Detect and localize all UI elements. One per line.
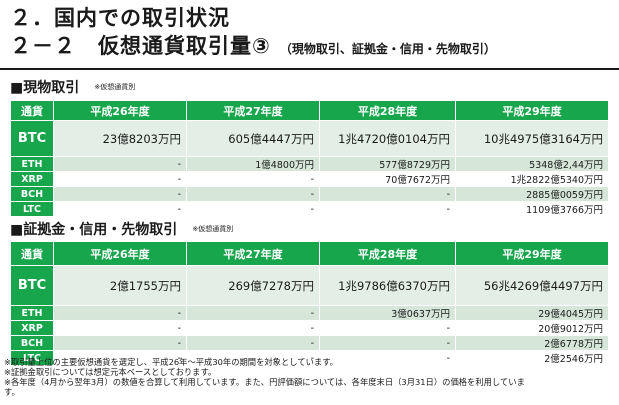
- table-cell: -: [319, 335, 456, 351]
- table-cell: -: [186, 335, 320, 351]
- table-cell: -: [53, 171, 187, 187]
- column-header: 平成28年度: [319, 241, 456, 266]
- column-header: 通貨: [10, 241, 54, 266]
- coin-label: BTC: [10, 120, 54, 157]
- table-cell: -: [53, 320, 187, 336]
- column-header: 平成26年度: [53, 100, 187, 121]
- coin-label: LTC: [10, 350, 54, 366]
- table-cell: -: [319, 201, 456, 217]
- table-cell: -: [186, 201, 320, 217]
- coin-label: BCH: [10, 186, 54, 202]
- coin-label: BTC: [10, 265, 54, 306]
- table-cell: 20億9012万円: [455, 320, 609, 336]
- coin-label: BCH: [10, 335, 54, 351]
- table-row: ETH - 1億4800万円 577億8729万円 5348億2,44万円: [10, 156, 609, 172]
- table-row: BTC 2億1755万円 269億7278万円 1兆9786億6370万円 56…: [10, 265, 609, 306]
- table-cell: -: [53, 350, 187, 366]
- spot-heading-text: ■現物取引: [10, 80, 80, 96]
- coin-label: XRP: [10, 171, 54, 187]
- table-cell: 269億7278万円: [186, 265, 320, 306]
- table-row: LTC - - - 2億2546万円: [10, 350, 609, 366]
- spot-volume-table: 通貨 平成26年度 平成27年度 平成28年度 平成29年度 BTC 23億82…: [10, 100, 609, 217]
- table-cell: -: [186, 320, 320, 336]
- table-cell: -: [186, 305, 320, 321]
- table-cell: 1億4800万円: [186, 156, 320, 172]
- table-header-row: 通貨 平成26年度 平成27年度 平成28年度 平成29年度: [10, 241, 609, 266]
- coin-label: ETH: [10, 305, 54, 321]
- table-row: BTC 23億8203万円 605億4447万円 1兆4720億0104万円 1…: [10, 120, 609, 157]
- table-cell: 1109億3766万円: [455, 201, 609, 217]
- table-cell: -: [319, 186, 456, 202]
- column-header: 平成29年度: [455, 100, 609, 121]
- table-cell: -: [53, 305, 187, 321]
- table-cell: 1兆9786億6370万円: [319, 265, 456, 306]
- spot-section-heading: ■現物取引 ※仮想通貨別: [10, 77, 135, 97]
- margin-heading-note: ※仮想通貨別: [192, 225, 234, 233]
- table-row: XRP - - 70億7672万円 1兆2822億5340万円: [10, 171, 609, 187]
- column-header: 平成27年度: [186, 100, 320, 121]
- table-cell: 70億7672万円: [319, 171, 456, 187]
- table-row: BCH - - - 2885億0059万円: [10, 186, 609, 202]
- column-header: 平成26年度: [53, 241, 187, 266]
- table-row: LTC - - - 1109億3766万円: [10, 201, 609, 217]
- table-row: XRP - - - 20億9012万円: [10, 320, 609, 336]
- table-row: BCH - - - 2億6778万円: [10, 335, 609, 351]
- footnotes: ※取引量上位の主要仮想通貨を選定し、平成26年～平成30年の期間を対象としていま…: [4, 357, 616, 397]
- page-title: ２．国内での取引状況: [10, 6, 230, 30]
- margin-section-heading: ■証拠金・信用・先物取引 ※仮想通貨別: [10, 219, 233, 239]
- table-cell: 2885億0059万円: [455, 186, 609, 202]
- table-cell: 1兆2822億5340万円: [455, 171, 609, 187]
- margin-heading-text: ■証拠金・信用・先物取引: [10, 222, 178, 238]
- table-cell: 23億8203万円: [53, 120, 187, 157]
- table-cell: 29億4045万円: [455, 305, 609, 321]
- footnote: ※取引量上位の主要仮想通貨を選定し、平成26年～平成30年の期間を対象としていま…: [4, 357, 338, 367]
- table-header-row: 通貨 平成26年度 平成27年度 平成28年度 平成29年度: [10, 100, 609, 121]
- coin-label: ETH: [10, 156, 54, 172]
- footnote: す。: [4, 387, 20, 397]
- table-cell: -: [186, 171, 320, 187]
- table-cell: -: [53, 201, 187, 217]
- table-cell: -: [186, 186, 320, 202]
- table-cell: 605億4447万円: [186, 120, 320, 157]
- coin-label: XRP: [10, 320, 54, 336]
- table-cell: 1兆4720億0104万円: [319, 120, 456, 157]
- table-cell: -: [53, 156, 187, 172]
- column-header: 通貨: [10, 100, 54, 121]
- table-cell: 2億1755万円: [53, 265, 187, 306]
- table-cell: -: [53, 335, 187, 351]
- table-cell: 5348億2,44万円: [455, 156, 609, 172]
- page-subtitle: ２－２ 仮想通貨取引量③ （現物取引、証拠金・信用・先物取引）: [10, 30, 496, 60]
- margin-volume-table: 通貨 平成26年度 平成27年度 平成28年度 平成29年度 BTC 2億175…: [10, 241, 609, 366]
- spot-heading-note: ※仮想通貨別: [94, 83, 136, 91]
- coin-label: LTC: [10, 201, 54, 217]
- table-cell: 577億8729万円: [319, 156, 456, 172]
- table-cell: -: [186, 350, 320, 366]
- column-header: 平成28年度: [319, 100, 456, 121]
- table-cell: -: [319, 320, 456, 336]
- footnote: ※証拠金取引については想定元本ベースとしております。: [4, 367, 217, 377]
- table-cell: 3億0637万円: [319, 305, 456, 321]
- title-divider: [0, 68, 619, 70]
- column-header: 平成29年度: [455, 241, 609, 266]
- table-cell: -: [319, 350, 456, 366]
- table-row: ETH - - 3億0637万円 29億4045万円: [10, 305, 609, 321]
- subtitle-note: （現物取引、証拠金・信用・先物取引）: [279, 42, 496, 56]
- table-cell: -: [53, 186, 187, 202]
- table-cell: 2億6778万円: [455, 335, 609, 351]
- table-cell: 10兆4975億3164万円: [455, 120, 609, 157]
- footnote: ※各年度（4月から翌年3月）の数値を合算して利用しています。また、円評価額につい…: [4, 377, 525, 387]
- column-header: 平成27年度: [186, 241, 320, 266]
- subtitle-main: ２－２ 仮想通貨取引量③: [10, 34, 271, 58]
- table-cell: 56兆4269億4497万円: [455, 265, 609, 306]
- table-cell: 2億2546万円: [455, 350, 609, 366]
